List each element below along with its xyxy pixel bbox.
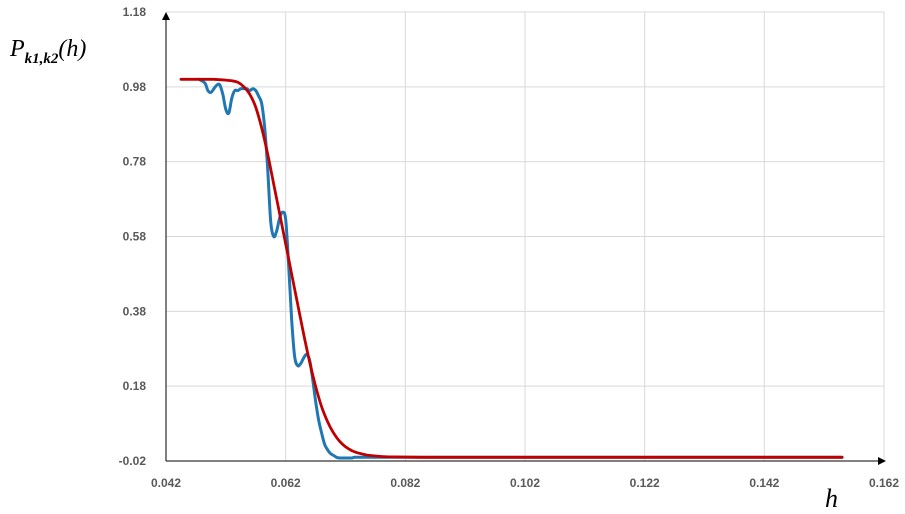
series-layer [179,77,844,460]
y-tick-label: -0.02 [119,454,147,468]
x-tick-label: 0.082 [390,476,420,490]
y-tick-label: 0.58 [123,230,147,244]
x-tick-label: 0.102 [510,476,540,490]
y-tick-labels: -0.02 0.18 0.38 0.58 0.78 0.98 1.18 [119,5,147,468]
grid-lines [166,11,885,461]
y-tick-label: 0.78 [123,155,147,169]
y-tick-label: 0.38 [123,304,147,318]
x-axis-arrow [878,457,886,465]
y-tick-label: 0.18 [123,379,147,393]
y-axis-arrow [162,12,170,20]
x-axis-label: h [825,484,838,513]
y-axis-label-sub: k1,k2 [25,51,59,67]
x-tick-label: 0.122 [630,476,660,490]
y-axis-label-main: P [9,36,25,62]
x-tick-labels: 0.042 0.062 0.082 0.102 0.122 0.142 0.162 [151,476,899,490]
y-tick-label: 0.98 [123,80,147,94]
x-tick-label: 0.062 [271,476,301,490]
axes [162,12,886,465]
y-tick-label: 1.18 [123,5,147,19]
x-tick-label: 0.162 [869,476,899,490]
y-axis-label: Pk1,k2(h) [9,36,86,67]
y-axis-label-arg: (h) [58,36,86,62]
series-2-line [179,77,844,459]
series-1-line [197,77,844,460]
x-tick-label: 0.042 [151,476,181,490]
x-tick-label: 0.142 [749,476,779,490]
